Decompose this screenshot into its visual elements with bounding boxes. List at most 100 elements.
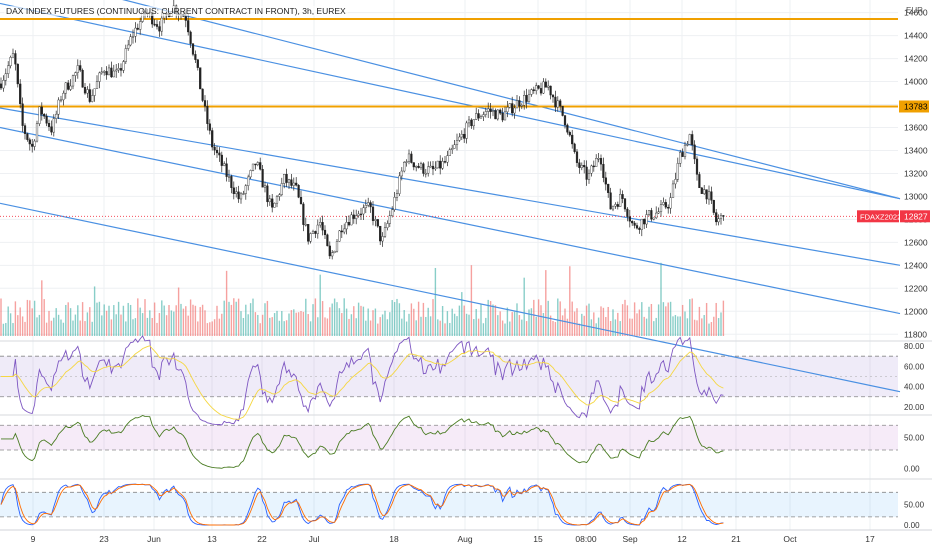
volume-bar [295,312,297,336]
candle-body [304,224,307,226]
candle-body [211,130,214,148]
volume-bar [115,314,117,336]
volume-bar [206,323,209,336]
volume-bar [324,317,326,336]
volume-bar [156,322,158,336]
candle-body [715,212,718,223]
candle-body [391,209,394,216]
rsi-signal-line [1,345,724,420]
axes: 1460014400142001400013800136001340013200… [31,8,930,544]
volume-bar [367,308,369,336]
candle-body [158,26,161,32]
price-tick-label: 14600 [904,8,928,18]
volume-bar [86,312,89,336]
volume-bar [588,303,590,336]
volume-bar [134,318,137,336]
volume-bar [501,320,504,336]
volume-bar [55,308,57,336]
candle-body [47,123,51,127]
candle-body [131,36,135,38]
volume-bar [187,315,189,336]
volume-bar [161,300,163,336]
volume-bar [117,301,120,336]
volume-bar [177,287,180,336]
volume-bar [24,321,26,336]
candle-body [626,208,629,217]
volume-bar [641,302,643,336]
candle-body [561,105,564,116]
candle-body [55,113,58,119]
candle-body [520,105,523,107]
volume-bar [357,302,360,336]
candle-body [530,89,533,95]
volume-bar [439,320,441,336]
volume-bar [470,265,473,336]
volume-bar [540,305,542,336]
candle-body [95,81,99,89]
volume-bar [173,311,175,336]
volume-bar [2,323,5,336]
candle-body [383,227,387,237]
candle-body [424,172,427,175]
candle-body [103,71,106,73]
volume-bar [240,311,242,336]
volume-bar [492,304,494,336]
volume-bar [585,305,588,336]
candle-body [655,212,658,219]
candle-body [554,96,557,108]
volume-bar [413,308,415,336]
candle-body [369,202,372,208]
volume-bar [398,303,401,336]
candle-body [484,111,487,115]
candle-body [491,110,495,113]
volume-bar [7,306,9,336]
candle-body [614,204,617,207]
volume-bar [67,302,69,336]
candle-body [134,27,137,37]
volume-bar [499,311,501,336]
volume-bar [566,318,569,336]
candle-body [599,158,603,165]
volume-bar [432,299,434,336]
candle-body [259,162,262,170]
candle-body [674,179,677,185]
candle-body [2,80,5,89]
candle-body [323,229,327,236]
volume-bar [533,299,535,336]
volume-bar [38,314,41,336]
volume-bar [0,298,2,336]
candle-body [232,187,235,195]
candle-body [719,215,723,219]
volume-bar [504,323,506,336]
volume-bar [403,310,405,336]
volume-bar [614,319,617,336]
candle-body [508,103,511,108]
volume-bar [686,318,689,336]
candle-body [76,65,79,73]
indicator-tick-label: 50.00 [904,501,925,510]
candle-body [280,183,283,195]
indicator-tick-label: 40.00 [904,383,925,392]
volume-bar [456,316,458,336]
candle-body [650,210,653,220]
candle-body [19,83,22,105]
volume-bar [420,316,422,336]
volume-bar [14,301,17,336]
candle-body [693,144,696,160]
candle-body [59,99,63,102]
candle-body [573,143,576,152]
candle-body [124,48,127,62]
candle-body [189,31,192,44]
candle-body [566,124,569,133]
candle-body [628,216,631,222]
volume-bar [405,321,408,336]
candle-body [458,136,461,141]
candle-body [578,162,581,168]
candle-body [470,119,473,127]
volume-bar [650,303,653,336]
indicator-tick-label: 0.00 [904,465,920,474]
candle-body [136,27,139,30]
candle-body [160,17,163,32]
